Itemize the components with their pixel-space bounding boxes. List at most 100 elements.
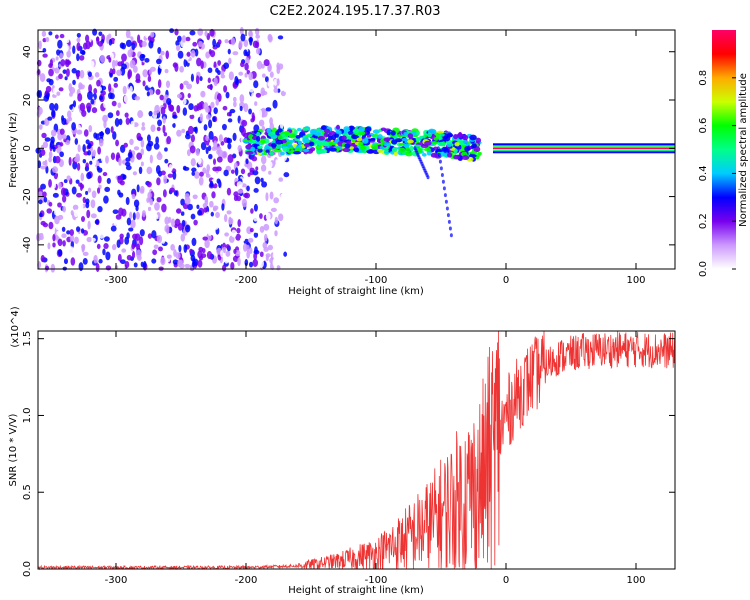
spectrogram-cell bbox=[217, 70, 221, 76]
spectrogram-cell bbox=[118, 118, 123, 126]
spectrogram-cell bbox=[46, 208, 53, 214]
spectrogram-cell bbox=[184, 196, 191, 205]
spectrogram-cell bbox=[97, 175, 102, 184]
spectrogram-cell bbox=[209, 200, 214, 208]
spectrogram-cell bbox=[160, 50, 165, 56]
spectrogram-cell bbox=[151, 258, 157, 264]
spectrogram-cell bbox=[265, 192, 269, 202]
spectrogram-cell bbox=[231, 229, 237, 238]
spectrogram-cell bbox=[80, 184, 85, 189]
spectrogram-cell bbox=[45, 165, 49, 174]
spectrogram-cell bbox=[224, 232, 229, 237]
spectrogram-cell bbox=[130, 175, 137, 184]
spectrogram-cell bbox=[253, 203, 258, 212]
spectrogram-cell bbox=[54, 155, 61, 164]
spectrogram-cell bbox=[320, 125, 327, 131]
spectrogram-cell bbox=[80, 172, 85, 182]
spectrogram-cell bbox=[444, 199, 448, 204]
spectrogram-cell bbox=[248, 72, 254, 81]
spectrogram-cell bbox=[295, 134, 301, 139]
spectrogram-cell bbox=[165, 80, 171, 88]
spectrogram-cell bbox=[192, 194, 198, 200]
spectrogram-cell bbox=[464, 145, 471, 152]
spectrogram-cell bbox=[55, 225, 60, 231]
spectrogram-cell bbox=[139, 229, 145, 237]
spectrogram-cell bbox=[208, 206, 213, 213]
spectrogram-cell bbox=[268, 170, 272, 175]
spectrogram-cell bbox=[105, 265, 112, 271]
spectrogram-cell bbox=[253, 124, 260, 133]
spectrogram-cell bbox=[302, 127, 309, 131]
spectrogram-cell bbox=[236, 78, 240, 86]
spectrogram-cell bbox=[115, 139, 120, 147]
spectrogram-cell bbox=[323, 132, 329, 138]
spectrogram-cell bbox=[77, 144, 81, 153]
spectrogram-cell bbox=[164, 216, 170, 225]
spectrogram-cell bbox=[47, 242, 51, 250]
spectrogram-cell bbox=[193, 171, 200, 179]
spectrogram-cell bbox=[411, 130, 417, 137]
spectrogram-cell bbox=[44, 137, 51, 142]
spectrogram-cell bbox=[157, 119, 163, 127]
spectrogram-cell bbox=[282, 32, 287, 37]
spectrogram-cell bbox=[244, 72, 248, 78]
spectrogram-cell bbox=[166, 97, 172, 106]
spectrogram-cell bbox=[160, 170, 166, 176]
spectrogram-cell bbox=[112, 209, 119, 215]
spectrogram-cell bbox=[278, 48, 283, 56]
spectrogram-cell bbox=[96, 86, 102, 92]
spectrogram-cell bbox=[266, 127, 272, 134]
spectrogram-cell bbox=[176, 104, 181, 114]
spectrogram-cell bbox=[228, 181, 234, 186]
spectrogram-cell bbox=[172, 171, 177, 180]
spectrogram-cell bbox=[281, 154, 287, 162]
spectrogram-cell bbox=[335, 130, 341, 134]
spectrogram-cell bbox=[87, 90, 93, 100]
spectrogram-cell bbox=[98, 258, 103, 264]
spectrogram-cell bbox=[129, 85, 133, 94]
spectrogram-cell bbox=[403, 131, 409, 136]
spectrogram-cell bbox=[49, 59, 53, 67]
spectrogram-cell bbox=[273, 197, 280, 204]
spectrogram-cell bbox=[141, 40, 147, 47]
spectrogram-cell bbox=[159, 64, 166, 70]
spectrogram-cell bbox=[230, 37, 236, 46]
spectrogram-cell bbox=[38, 199, 43, 205]
spectrogram-cell bbox=[99, 55, 106, 64]
spectrogram-cell bbox=[313, 131, 322, 136]
spectrogram-cell bbox=[189, 30, 196, 36]
colorbar-tick-label: 0.4 bbox=[698, 165, 709, 181]
spectrogram-cell bbox=[260, 177, 264, 183]
spectrogram-cell bbox=[86, 209, 91, 219]
spectrogram-cell bbox=[45, 85, 52, 93]
spectrogram-cell bbox=[197, 209, 203, 216]
spectrogram-cell bbox=[156, 177, 161, 186]
spectrogram-cell bbox=[366, 149, 375, 154]
spectrogram-cell bbox=[131, 193, 136, 200]
spectrogram-cell bbox=[48, 68, 54, 77]
spectrogram-cell bbox=[308, 141, 315, 147]
spectrogram-cell bbox=[269, 117, 273, 125]
spectrogram-cell bbox=[283, 208, 289, 217]
spectrogram-cell bbox=[137, 110, 144, 118]
spectrogram-cell bbox=[74, 236, 79, 244]
spectrogram-cell bbox=[153, 143, 160, 150]
spectrogram-cell bbox=[173, 249, 177, 257]
spectrogram-cell bbox=[85, 40, 91, 50]
spectrogram-cell bbox=[212, 205, 219, 211]
spectrogram-cell bbox=[440, 173, 444, 178]
snr-series-line bbox=[37, 330, 675, 571]
spectrogram-cell bbox=[461, 155, 470, 161]
spectrogram-cell bbox=[190, 50, 196, 58]
spectrogram-cell bbox=[276, 78, 280, 86]
spectrogram-cell bbox=[288, 225, 295, 232]
spectrogram-cell bbox=[239, 26, 244, 36]
spectrogram-cell bbox=[273, 88, 279, 93]
spectrogram-cell bbox=[131, 42, 136, 51]
spectrogram-cell bbox=[275, 130, 280, 136]
spectrogram-cell bbox=[149, 154, 153, 164]
spectrogram-cell bbox=[370, 137, 376, 141]
spectrogram-cell bbox=[159, 189, 164, 197]
spectrogram-cell bbox=[263, 233, 268, 242]
spectrogram-cell bbox=[237, 189, 244, 194]
